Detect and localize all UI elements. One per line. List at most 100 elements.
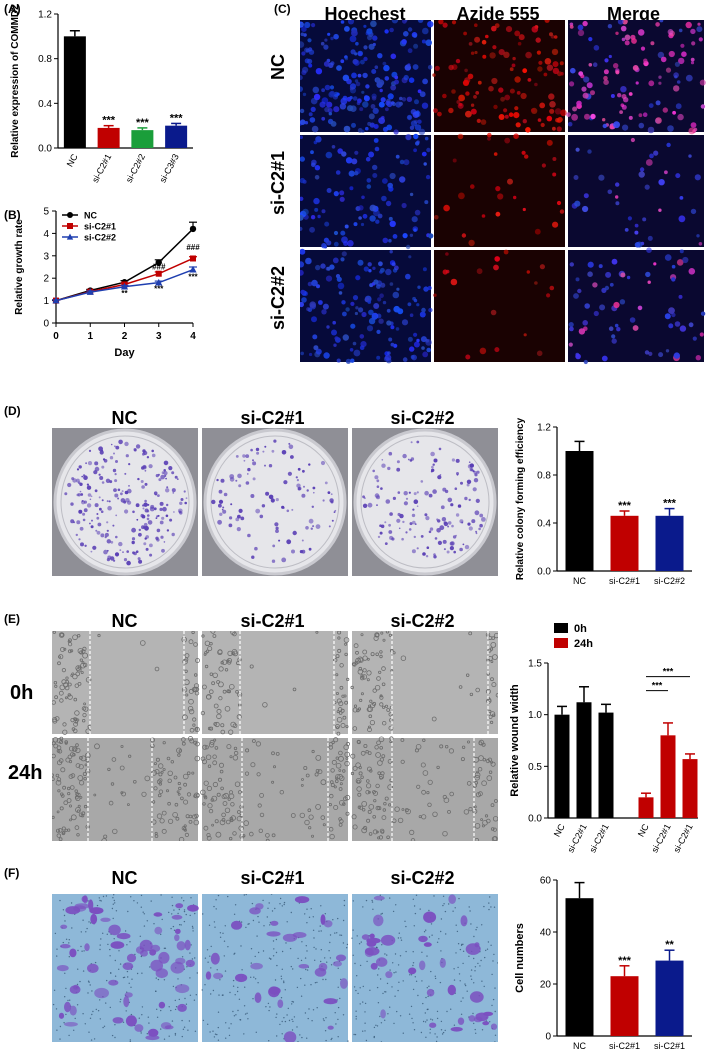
- cell: [177, 781, 181, 786]
- cell-nucleus: [367, 262, 372, 267]
- colony: [147, 503, 150, 506]
- membrane-pore: [163, 947, 166, 949]
- cell: [432, 811, 438, 817]
- cell: [486, 775, 493, 781]
- cell-nucleus: [335, 170, 341, 175]
- cell: [78, 764, 84, 770]
- colony: [467, 522, 471, 526]
- membrane-pore: [280, 997, 283, 999]
- cell-nucleus: [493, 264, 499, 271]
- membrane-pore: [271, 910, 274, 912]
- membrane-pore: [222, 994, 224, 996]
- colony: [141, 525, 145, 530]
- cell-nucleus: [525, 127, 531, 133]
- cell-nucleus: [433, 108, 438, 113]
- membrane-pore: [320, 949, 322, 951]
- cell: [238, 825, 244, 831]
- cell: [206, 694, 212, 700]
- cell-nucleus: [383, 64, 390, 72]
- membrane-pore: [440, 930, 442, 933]
- colony: [330, 493, 333, 496]
- colony: [173, 511, 175, 513]
- membrane-pore: [373, 1026, 376, 1029]
- cell-nucleus: [300, 41, 305, 48]
- cell: [212, 754, 217, 759]
- membrane-pore: [312, 916, 314, 918]
- cell: [328, 742, 333, 747]
- colony: [161, 516, 165, 520]
- membrane-pore: [385, 991, 387, 993]
- cell: [77, 633, 81, 638]
- cell-nucleus: [465, 110, 472, 118]
- membrane-pore: [369, 989, 371, 991]
- migrated-cell: [429, 1022, 437, 1028]
- wound-image: [352, 738, 498, 841]
- cell-nucleus: [648, 351, 653, 356]
- cell-nucleus: [408, 77, 415, 83]
- membrane-pore: [228, 1034, 231, 1037]
- membrane-pore: [82, 1013, 84, 1015]
- cell: [279, 789, 284, 795]
- cell: [379, 746, 384, 750]
- x-tick-label: si-C2#1: [609, 1041, 640, 1051]
- cell: [107, 767, 111, 772]
- cell-nucleus: [341, 300, 346, 305]
- cell-nucleus: [417, 119, 422, 124]
- migrated-cell: [64, 1001, 71, 1013]
- cell-nucleus: [655, 100, 661, 106]
- cell-nucleus: [421, 39, 426, 44]
- cell-nucleus: [577, 24, 584, 31]
- cell-nucleus: [602, 123, 607, 129]
- cell: [65, 757, 71, 763]
- cell: [338, 755, 344, 762]
- cell-nucleus: [303, 291, 309, 297]
- cell-nucleus: [522, 68, 528, 74]
- cell-nucleus: [354, 52, 358, 56]
- cell: [382, 808, 386, 812]
- cell-nucleus: [367, 35, 373, 41]
- y-tick-label: 0.0: [38, 144, 52, 155]
- cell: [61, 794, 65, 798]
- cell-nucleus: [426, 147, 431, 153]
- cell: [482, 757, 486, 762]
- cell-nucleus: [451, 20, 457, 25]
- colony: [99, 450, 104, 455]
- cell: [397, 817, 404, 824]
- cell: [356, 779, 361, 784]
- membrane-pore: [379, 894, 381, 896]
- cell-nucleus: [380, 267, 385, 273]
- membrane-pore: [215, 899, 217, 901]
- cell-nucleus: [662, 107, 668, 113]
- membrane-pore: [391, 986, 393, 988]
- cell: [351, 662, 356, 666]
- membrane-pore: [56, 955, 58, 957]
- cell-nucleus: [310, 97, 318, 105]
- cell: [387, 784, 393, 790]
- c-col-azide: Azide 555: [456, 4, 540, 24]
- cell: [383, 801, 387, 806]
- colony: [64, 492, 68, 496]
- cell: [80, 755, 87, 762]
- cell: [350, 753, 356, 759]
- membrane-pore: [52, 1003, 55, 1006]
- membrane-pore: [217, 1039, 220, 1041]
- cell-nucleus: [688, 322, 694, 328]
- cell-nucleus: [349, 96, 353, 100]
- cell-nucleus: [339, 103, 347, 110]
- cell: [388, 712, 393, 717]
- cell-nucleus: [401, 319, 409, 326]
- cell: [292, 687, 297, 692]
- cell-nucleus: [634, 242, 641, 248]
- cell: [259, 812, 265, 818]
- cell-nucleus: [414, 111, 421, 118]
- cell: [360, 692, 364, 696]
- cell: [75, 795, 81, 801]
- colony: [275, 526, 279, 530]
- membrane-pore: [424, 1012, 426, 1014]
- migrated-cell: [125, 1015, 137, 1027]
- membrane-pore: [306, 969, 309, 971]
- cell: [473, 805, 477, 809]
- bar: [131, 130, 154, 148]
- cell-nucleus: [381, 195, 387, 202]
- cell-nucleus: [420, 336, 427, 343]
